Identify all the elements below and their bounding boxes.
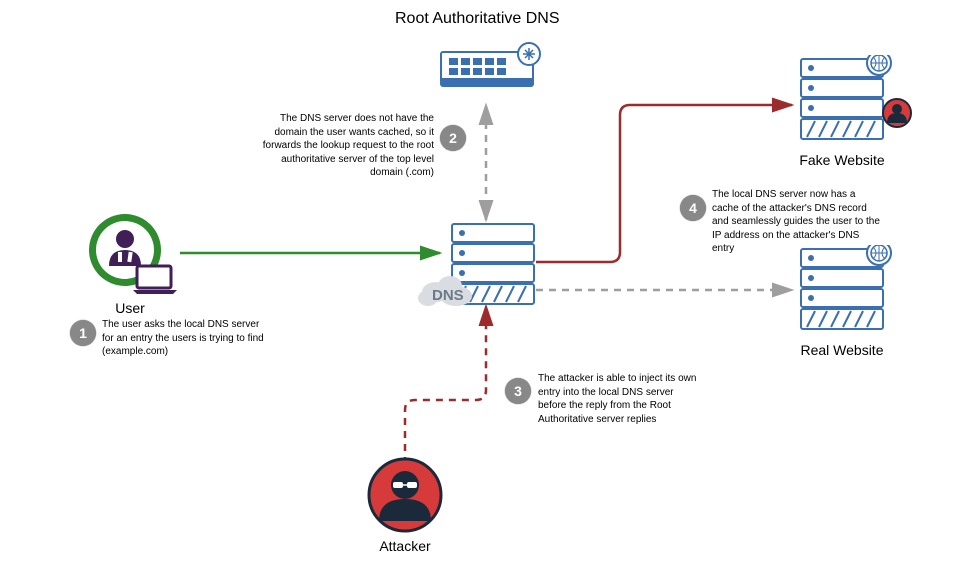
step-1-text: The user asks the local DNS server for a… bbox=[102, 318, 267, 359]
step-4-text: The local DNS server now has a cache of … bbox=[712, 188, 882, 256]
fake-website-label: Fake Website bbox=[792, 152, 892, 168]
root-dns-title: Root Authoritative DNS bbox=[395, 10, 560, 28]
step-1-badge: 1 bbox=[70, 320, 96, 346]
real-website-label: Real Website bbox=[792, 342, 892, 358]
user-icon bbox=[85, 210, 185, 300]
step-3-badge: 3 bbox=[505, 378, 531, 404]
step-4-badge: 4 bbox=[680, 195, 706, 221]
step-3-text: The attacker is able to inject its own e… bbox=[538, 372, 698, 426]
router-icon bbox=[435, 40, 545, 100]
step-2-badge: 2 bbox=[440, 125, 466, 151]
real-server-icon bbox=[795, 245, 895, 345]
user-label: User bbox=[100, 300, 160, 316]
attacker-icon bbox=[365, 455, 445, 535]
step-2-text: The DNS server does not have the domain … bbox=[256, 112, 434, 180]
dns-server-icon: DNS bbox=[418, 220, 558, 320]
fake-server-icon bbox=[795, 55, 915, 155]
dns-cloud-label: DNS bbox=[432, 287, 464, 304]
attacker-label: Attacker bbox=[370, 538, 440, 554]
diagram-canvas: Root Authoritative DNS User bbox=[0, 0, 977, 573]
